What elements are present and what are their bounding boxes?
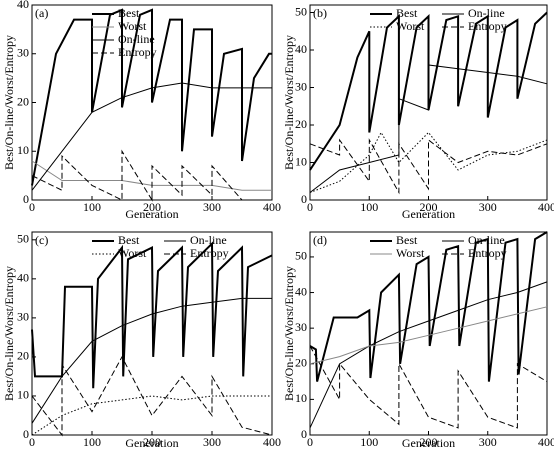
series-line (31, 241, 273, 389)
panel-label: (d) (313, 233, 327, 247)
y-tick-label: 0 (23, 427, 29, 441)
y-tick-label: 40 (17, 0, 29, 11)
legend-label: On-line (118, 32, 155, 46)
y-tick-label: 10 (295, 154, 307, 168)
y-tick-label: 10 (295, 391, 307, 405)
series-line (309, 306, 548, 365)
legend-label: Best (118, 6, 140, 20)
series-line (309, 138, 548, 195)
y-tick-label: 20 (295, 117, 307, 131)
x-tick-label: 400 (263, 435, 281, 449)
legend-label: Entropy (468, 246, 507, 260)
y-axis-label: Best/On-line/Worst/Entropy (282, 266, 296, 401)
legend-label: On-line (468, 233, 505, 247)
y-tick-label: 40 (295, 284, 307, 298)
x-tick-label: 0 (307, 200, 313, 214)
x-tick-label: 300 (479, 200, 497, 214)
y-tick-label: 40 (17, 271, 29, 285)
y-axis-label: Best/On-line/Worst/Entropy (2, 35, 16, 170)
x-tick-label: 100 (83, 200, 101, 214)
y-tick-label: 20 (295, 356, 307, 370)
y-tick-label: 20 (17, 94, 29, 108)
series-line (31, 297, 272, 424)
x-tick-label: 300 (203, 200, 221, 214)
panel-label: (c) (35, 233, 48, 247)
x-tick-label: 400 (263, 200, 281, 214)
legend-label: On-line (190, 233, 227, 247)
x-axis-label: Generation (402, 207, 455, 221)
series-line (309, 231, 548, 382)
series-line (31, 8, 272, 186)
legend-label: Best (396, 6, 418, 20)
y-axis-label: Best/On-line/Worst/Entropy (282, 35, 296, 170)
series-line (309, 11, 548, 171)
series-line (309, 345, 548, 429)
y-tick-label: 10 (17, 143, 29, 157)
x-axis-label: Generation (125, 436, 178, 450)
series-line (31, 82, 272, 191)
series-line (309, 64, 548, 193)
y-tick-label: 30 (295, 79, 307, 93)
x-tick-label: 100 (83, 435, 101, 449)
x-tick-label: 300 (203, 435, 221, 449)
y-tick-label: 30 (295, 320, 307, 334)
y-tick-label: 0 (23, 192, 29, 206)
y-tick-label: 30 (17, 310, 29, 324)
legend-label: Worst (118, 246, 147, 260)
x-tick-label: 300 (479, 435, 497, 449)
legend-label: Worst (396, 246, 425, 260)
legend-label: Entropy (118, 45, 157, 59)
y-axis-label: Best/On-line/Worst/Entropy (2, 266, 16, 401)
x-tick-label: 200 (143, 435, 161, 449)
x-tick-label: 200 (420, 435, 438, 449)
y-tick-label: 0 (301, 427, 307, 441)
x-tick-label: 200 (143, 200, 161, 214)
series-line (31, 395, 272, 436)
series-line (309, 281, 548, 429)
x-tick-label: 100 (360, 200, 378, 214)
y-tick-label: 0 (301, 192, 307, 206)
y-tick-label: 30 (17, 46, 29, 60)
x-tick-label: 400 (538, 435, 554, 449)
legend-label: On-line (468, 6, 505, 20)
x-tick-label: 200 (420, 200, 438, 214)
x-tick-label: 400 (538, 200, 554, 214)
y-tick-label: 10 (17, 388, 29, 402)
y-tick-label: 50 (17, 232, 29, 246)
y-tick-label: 20 (17, 349, 29, 363)
legend-label: Worst (396, 19, 425, 33)
series-line (31, 355, 273, 437)
legend-label: Entropy (190, 246, 229, 260)
x-axis-label: Generation (402, 436, 455, 450)
legend-label: Best (118, 233, 140, 247)
y-tick-label: 50 (295, 4, 307, 18)
legend-label: Worst (118, 19, 147, 33)
x-axis-label: Generation (125, 207, 178, 221)
panel-label: (a) (35, 6, 48, 20)
panel-label: (b) (313, 6, 327, 20)
y-tick-label: 40 (295, 42, 307, 56)
legend-label: Entropy (468, 19, 507, 33)
x-tick-label: 0 (29, 200, 35, 214)
x-tick-label: 0 (29, 435, 35, 449)
legend-label: Best (396, 233, 418, 247)
series-line (31, 149, 272, 202)
x-tick-label: 100 (360, 435, 378, 449)
x-tick-label: 0 (307, 435, 313, 449)
y-tick-label: 50 (295, 249, 307, 263)
